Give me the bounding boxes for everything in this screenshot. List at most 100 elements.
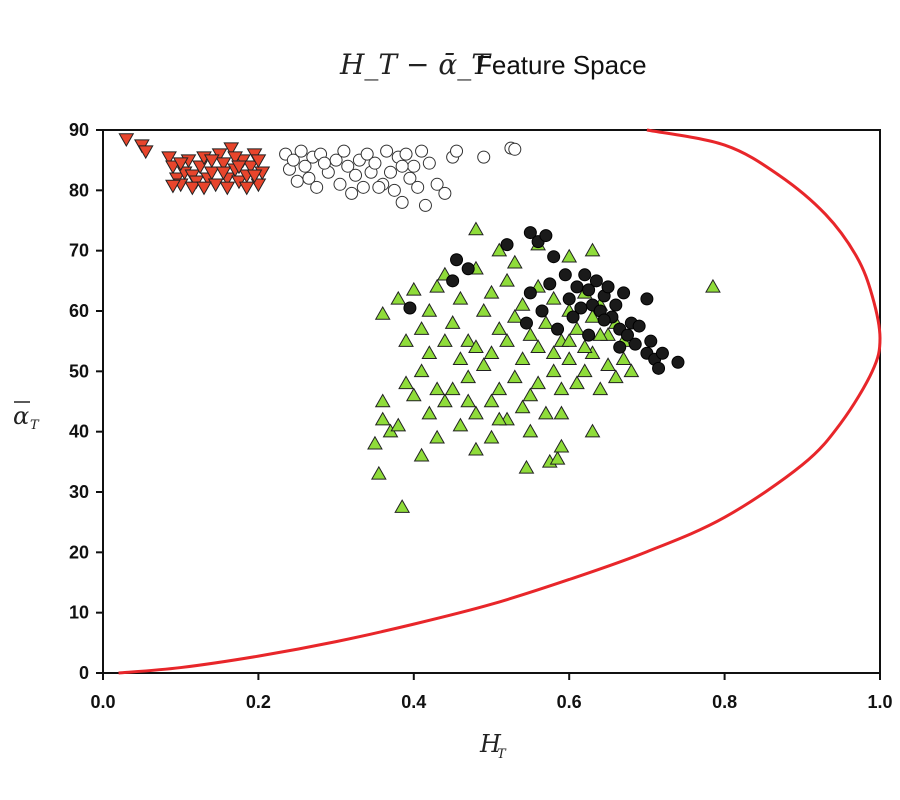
filled-circle-point — [535, 304, 549, 318]
title-math: H_T − ᾱ_T — [339, 48, 492, 81]
green-triangle-point — [468, 405, 484, 420]
red-triangle-point — [215, 157, 232, 172]
green-triangle-point — [584, 423, 601, 438]
ylabel-sub: T — [30, 418, 40, 433]
red-triangle-point — [172, 157, 189, 172]
open-circle-point — [356, 180, 370, 194]
green-triangle-point — [491, 242, 508, 257]
filled-circle-point — [543, 277, 557, 291]
open-circle-point — [430, 177, 444, 191]
green-triangle-point — [390, 290, 407, 305]
open-circle-point — [310, 180, 324, 194]
green-triangle-point — [499, 333, 515, 347]
green-triangle-point — [491, 411, 508, 426]
open-circle-point — [286, 153, 300, 167]
green-triangle-point — [491, 381, 508, 396]
open-circle-point — [337, 144, 351, 158]
green-triangle-point — [405, 281, 422, 296]
filled-circle-point — [578, 268, 592, 282]
filled-circle-point — [519, 316, 533, 330]
filled-circle-point — [523, 286, 537, 300]
xlabel-sub: T — [497, 747, 507, 762]
green-triangle-point — [514, 351, 531, 366]
open-circle-point — [372, 180, 386, 194]
open-circle-point — [411, 180, 425, 194]
red-triangle-point — [246, 169, 263, 184]
green-triangle-point — [600, 357, 616, 372]
red-triangle-point — [161, 151, 177, 166]
green-triangle-point — [522, 327, 539, 341]
green-triangle-point — [569, 321, 585, 335]
filled-circle-point — [500, 238, 514, 252]
filled-circle-point — [640, 292, 654, 306]
green-triangle-point — [623, 363, 640, 378]
open-circle-point — [380, 144, 394, 158]
green-triangle-point — [452, 351, 469, 366]
filled-circle-point — [620, 328, 634, 342]
green-triangle-point — [545, 345, 562, 359]
green-triangle-point — [592, 327, 609, 341]
filled-circle-point — [539, 229, 553, 243]
green-triangle-point — [592, 381, 609, 396]
filled-circle-point — [523, 226, 537, 240]
green-triangle-point — [506, 369, 523, 384]
green-triangle-point — [398, 375, 414, 390]
filled-circle-point — [652, 361, 666, 375]
chart-title: H_T − ᾱ_T Feature Space — [339, 48, 647, 81]
open-circle-point — [341, 159, 355, 173]
y-tick-label: 70 — [69, 241, 89, 261]
green-triangle-point — [491, 321, 508, 335]
green-triangle-point — [561, 351, 578, 366]
x-tick-label: 1.0 — [867, 692, 892, 712]
green-triangle-point — [584, 242, 601, 257]
y-tick-label: 30 — [69, 482, 89, 502]
y-tick-label: 80 — [69, 180, 89, 200]
green-triangle-point — [483, 284, 500, 299]
x-axis-label: H T — [479, 730, 507, 762]
green-triangle-point — [460, 333, 477, 347]
green-triangle-point — [374, 306, 391, 320]
filled-circle-point — [613, 340, 627, 354]
open-circle-point — [395, 195, 409, 209]
green-triangle-point — [429, 278, 445, 293]
x-tick-label: 0.2 — [246, 692, 271, 712]
green-triangle-point — [437, 333, 453, 347]
red-triangle-point — [250, 154, 267, 169]
green-triangle-point — [561, 333, 578, 347]
green-triangle-point — [530, 375, 546, 390]
filled-circle-point — [562, 292, 576, 306]
green-triangle-point — [460, 369, 477, 384]
green-triangle-point — [483, 393, 500, 408]
filled-circle-point — [632, 319, 646, 333]
green-triangle-point — [705, 278, 721, 293]
open-circle-point — [290, 174, 304, 188]
green-triangle-point — [460, 393, 477, 408]
axes: 0.0 0.2 0.4 0.6 0.8 1.0 0 10 20 30 40 50 60 70 80 90 — [69, 120, 893, 712]
green-triangle-point — [437, 393, 453, 408]
open-circle-point — [302, 171, 316, 185]
ylabel-main: α — [13, 402, 29, 430]
green-triangle-point — [483, 429, 500, 444]
red-triangle-point — [242, 160, 259, 175]
filled-circle-point — [671, 355, 685, 369]
green-triangle-point — [549, 450, 566, 465]
green-triangle-point — [538, 405, 554, 420]
y-tick-label: 50 — [69, 361, 89, 381]
green-triangle-point — [413, 321, 430, 335]
red-triangle-point — [231, 160, 247, 175]
open-circle-point — [387, 183, 401, 197]
green-triangle-point — [429, 429, 445, 444]
open-circle-point — [317, 156, 331, 170]
green-triangle-point — [468, 441, 484, 456]
y-tick-label: 10 — [69, 603, 89, 623]
green-triangle-point — [444, 315, 461, 329]
red-triangle-point — [215, 166, 232, 181]
green-triangle-point — [370, 465, 387, 480]
x-tick-label: 0.6 — [557, 692, 582, 712]
open-circle-point — [333, 177, 347, 191]
green-triangle-point — [553, 405, 570, 420]
green-triangle-point — [514, 399, 531, 414]
green-triangle-point — [374, 393, 391, 408]
y-tick-label: 60 — [69, 301, 89, 321]
y-tick-label: 20 — [69, 542, 89, 562]
